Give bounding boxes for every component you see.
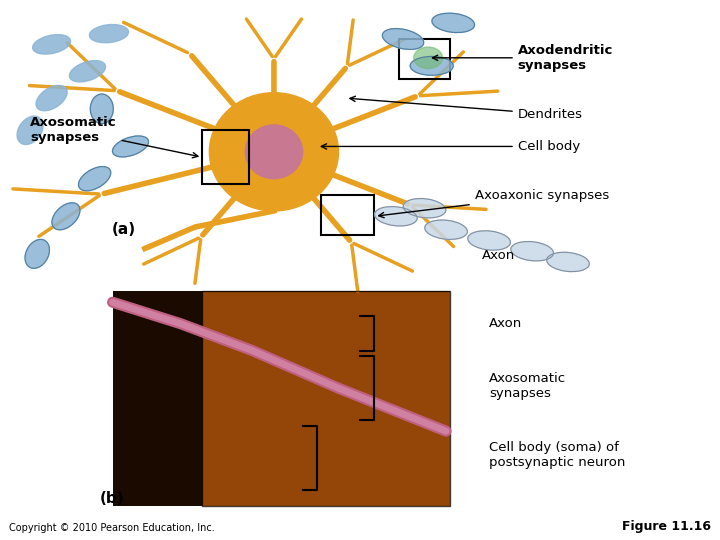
Text: Axodendritic
synapses: Axodendritic synapses (433, 44, 613, 72)
Ellipse shape (432, 13, 474, 32)
Text: Axon: Axon (489, 317, 522, 330)
Text: Axon: Axon (482, 249, 516, 262)
Ellipse shape (414, 47, 443, 69)
Ellipse shape (36, 85, 67, 111)
Ellipse shape (69, 60, 106, 82)
Ellipse shape (89, 24, 128, 43)
Text: Axoaxonic synapses: Axoaxonic synapses (379, 190, 609, 218)
Ellipse shape (90, 94, 113, 124)
Ellipse shape (210, 93, 338, 211)
Text: Cell body: Cell body (321, 140, 580, 153)
Text: Figure 11.16: Figure 11.16 (622, 520, 711, 533)
Ellipse shape (32, 35, 71, 54)
Text: Cell body (soma) of
postsynaptic neuron: Cell body (soma) of postsynaptic neuron (489, 441, 626, 469)
Text: Axosomatic
synapses: Axosomatic synapses (489, 372, 566, 400)
Text: Axosomatic
synapses: Axosomatic synapses (30, 116, 198, 158)
Ellipse shape (410, 57, 453, 75)
Ellipse shape (112, 136, 148, 157)
Ellipse shape (78, 166, 111, 191)
Ellipse shape (468, 231, 510, 250)
Ellipse shape (374, 207, 417, 226)
Ellipse shape (25, 239, 50, 268)
Ellipse shape (510, 241, 554, 261)
Text: Copyright © 2010 Pearson Education, Inc.: Copyright © 2010 Pearson Education, Inc. (9, 523, 215, 533)
Text: (a): (a) (112, 222, 135, 237)
FancyBboxPatch shape (202, 292, 450, 507)
Ellipse shape (246, 125, 302, 179)
Text: Dendrites: Dendrites (350, 96, 582, 121)
Ellipse shape (403, 199, 446, 218)
FancyBboxPatch shape (112, 292, 450, 507)
Ellipse shape (382, 29, 423, 49)
Text: (b): (b) (100, 491, 125, 506)
Ellipse shape (52, 203, 80, 230)
Ellipse shape (17, 116, 43, 145)
Ellipse shape (425, 220, 467, 239)
Ellipse shape (546, 252, 589, 272)
